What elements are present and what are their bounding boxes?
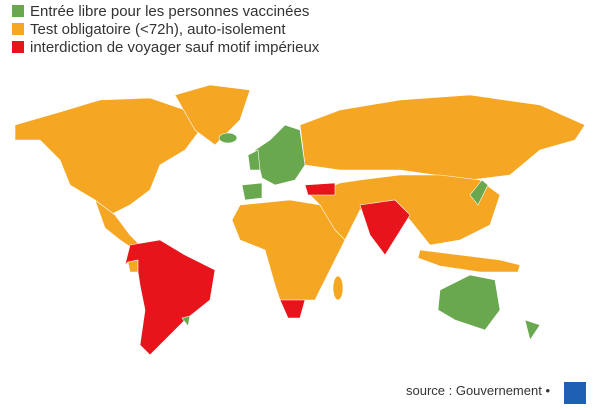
indonesia xyxy=(417,249,521,273)
russia xyxy=(299,94,586,181)
legend-swatch xyxy=(12,5,24,17)
legend-label: Test obligatoire (<72h), auto-isolement xyxy=(30,20,286,38)
india xyxy=(359,199,411,256)
spain xyxy=(241,182,263,201)
south-america xyxy=(124,239,216,356)
legend: Entrée libre pour les personnes vaccinée… xyxy=(12,2,319,56)
legend-item: Entrée libre pour les personnes vaccinée… xyxy=(12,2,319,20)
africa xyxy=(231,199,346,301)
iceland xyxy=(218,132,238,144)
uruguay xyxy=(181,315,191,327)
legend-label: interdiction de voyager sauf motif impér… xyxy=(30,38,320,56)
madagascar xyxy=(332,275,344,301)
source: source : Gouvernement • xyxy=(405,383,550,398)
greenland xyxy=(174,84,251,146)
legend-swatch xyxy=(12,23,24,35)
north-america xyxy=(14,97,201,216)
legend-label: Entrée libre pour les personnes vaccinée… xyxy=(30,2,310,20)
uk xyxy=(247,149,261,171)
legend-swatch xyxy=(12,41,24,53)
new-zealand xyxy=(524,319,541,341)
turkey xyxy=(304,182,336,196)
legend-item: interdiction de voyager sauf motif impér… xyxy=(12,38,319,56)
south-africa xyxy=(279,299,306,319)
japan xyxy=(469,179,489,206)
australia xyxy=(437,274,501,331)
logo xyxy=(564,382,586,404)
europe xyxy=(254,124,306,186)
legend-item: Test obligatoire (<72h), auto-isolement xyxy=(12,20,319,38)
